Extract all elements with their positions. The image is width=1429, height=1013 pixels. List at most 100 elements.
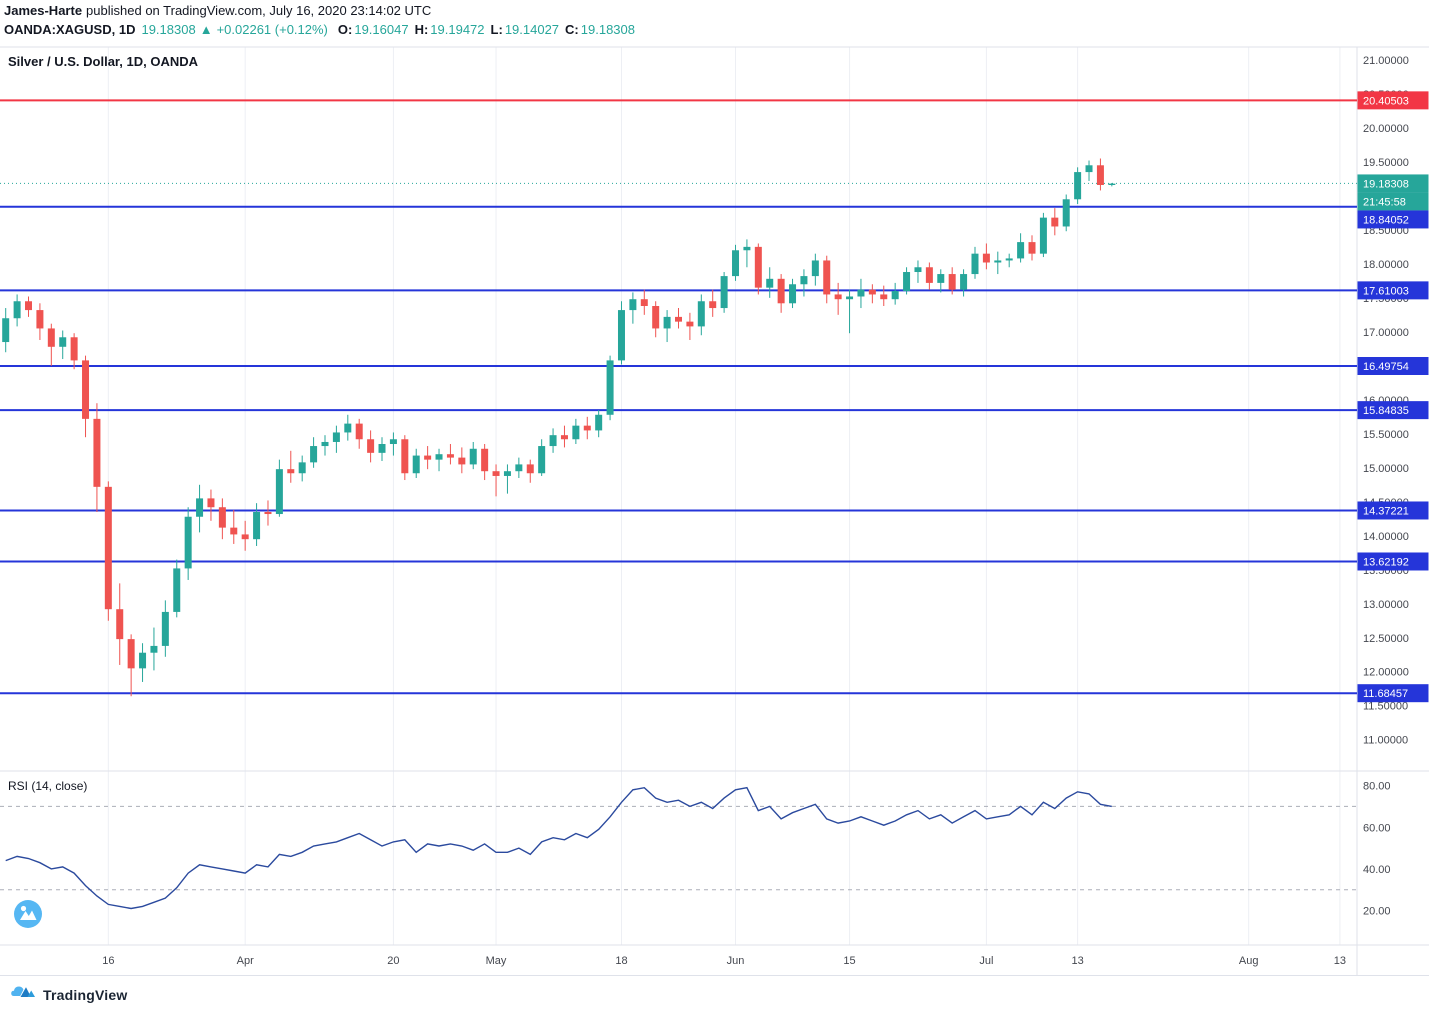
candle: [925, 262, 933, 290]
symbol-title[interactable]: OANDA:XAGUSD, 1D: [4, 22, 136, 37]
candle: [93, 403, 101, 512]
time-axis[interactable]: 16 Apr 20 May 18 Jun 15 Jul 13 Aug 13: [102, 955, 1346, 967]
svg-text:Apr: Apr: [237, 955, 254, 967]
axis-price-label[interactable]: [1357, 501, 1429, 520]
candle: [412, 448, 420, 479]
chart-legend[interactable]: Silver / U.S. Dollar, 1D, OANDA: [8, 54, 199, 69]
candle: [732, 244, 740, 281]
svg-text:20.00: 20.00: [1363, 906, 1391, 918]
low-value: 19.14027: [504, 22, 560, 37]
svg-text:60.00: 60.00: [1363, 822, 1391, 834]
candle: [960, 269, 968, 297]
price-axis[interactable]: [1357, 40, 1429, 975]
candle: [629, 292, 637, 324]
candle: [640, 289, 648, 315]
candle: [823, 255, 831, 304]
candle: [241, 520, 249, 551]
candle: [344, 414, 352, 441]
price-chart-svg[interactable]: 21.0000020.5000020.0000019.5000019.00000…: [0, 40, 1429, 975]
candle: [1085, 160, 1093, 181]
candlestick-series: [2, 158, 1116, 697]
svg-text:Jun: Jun: [727, 955, 745, 967]
candle: [13, 294, 21, 327]
axis-price-label[interactable]: [1357, 552, 1429, 571]
publish-info: published on TradingView.com, July 16, 2…: [86, 3, 432, 18]
candle: [720, 272, 728, 313]
tradingview-wordmark[interactable]: TradingView: [43, 986, 128, 1003]
tradingview-logo-icon[interactable]: [10, 983, 36, 1006]
candle: [25, 296, 33, 317]
axis-price-label[interactable]: [1357, 210, 1429, 229]
axis-price-label[interactable]: [1357, 174, 1429, 193]
candle: [903, 267, 911, 295]
svg-text:16: 16: [102, 955, 114, 967]
svg-text:80.00: 80.00: [1363, 781, 1391, 793]
candle: [846, 289, 854, 334]
candle: [709, 289, 717, 317]
candle: [595, 410, 603, 438]
rsi-panel: 80.00 60.00 40.00 20.00: [0, 781, 1391, 918]
open-value: 19.16047: [354, 22, 409, 37]
open-label: O:: [337, 22, 353, 37]
candle: [583, 416, 591, 440]
svg-text:19.50000: 19.50000: [1363, 157, 1409, 169]
candle: [1017, 233, 1025, 263]
candle: [36, 303, 44, 340]
candle: [287, 450, 295, 483]
candle: [686, 312, 694, 340]
axis-price-label[interactable]: [1357, 281, 1429, 300]
candle: [424, 446, 432, 470]
candle: [811, 253, 819, 286]
svg-text:20.40503: 20.40503: [1363, 95, 1409, 107]
time-axis-hit-area[interactable]: [0, 945, 1357, 975]
rsi-line: [5, 786, 1112, 910]
publish-info-line: James-Harte published on TradingView.com,…: [4, 3, 1423, 19]
candle: [1108, 182, 1116, 187]
svg-text:40.00: 40.00: [1363, 864, 1391, 876]
axis-price-label[interactable]: [1357, 401, 1429, 420]
candle: [230, 509, 238, 544]
gridlines: [107, 47, 1341, 945]
svg-text:20: 20: [387, 955, 399, 967]
candle: [891, 282, 899, 305]
price-change: +0.02261 (+0.12%): [216, 22, 328, 37]
high-label: H:: [414, 22, 429, 37]
svg-text:20.00000: 20.00000: [1363, 123, 1409, 135]
candle: [754, 243, 762, 295]
axis-price-label[interactable]: [1357, 356, 1429, 375]
axis-price-label[interactable]: [1357, 91, 1429, 110]
candle: [458, 447, 466, 474]
svg-text:15.00000: 15.00000: [1363, 463, 1409, 475]
candle: [1062, 194, 1070, 232]
axis-price-label[interactable]: [1357, 684, 1429, 703]
candle: [2, 308, 10, 353]
candle: [218, 498, 226, 540]
candle: [435, 448, 443, 472]
svg-text:15.50000: 15.50000: [1363, 429, 1409, 441]
svg-text:18.84052: 18.84052: [1363, 214, 1409, 226]
candle: [1005, 253, 1013, 268]
candle: [298, 455, 306, 482]
last-price: 19.18308: [141, 22, 196, 37]
svg-text:13: 13: [1071, 955, 1083, 967]
chart-area[interactable]: 21.0000020.5000020.0000019.5000019.00000…: [0, 40, 1429, 975]
svg-text:12.00000: 12.00000: [1363, 667, 1409, 679]
svg-text:16.49754: 16.49754: [1363, 361, 1409, 373]
candle: [948, 267, 956, 295]
candle: [800, 269, 808, 297]
horizontal-levels: [0, 99, 1357, 695]
author-name[interactable]: James-Harte: [4, 3, 83, 18]
axis-price-label[interactable]: [1357, 192, 1429, 211]
candle: [469, 441, 477, 470]
change-arrow-icon: ▲: [199, 22, 213, 37]
candle: [389, 432, 397, 456]
candle: [857, 278, 865, 309]
candle: [697, 294, 705, 336]
candle: [378, 437, 386, 462]
candle: [538, 439, 546, 476]
panel-borders: [0, 46, 1429, 975]
candle: [47, 323, 55, 366]
candle: [834, 282, 842, 315]
rsi-legend[interactable]: RSI (14, close): [8, 779, 87, 793]
